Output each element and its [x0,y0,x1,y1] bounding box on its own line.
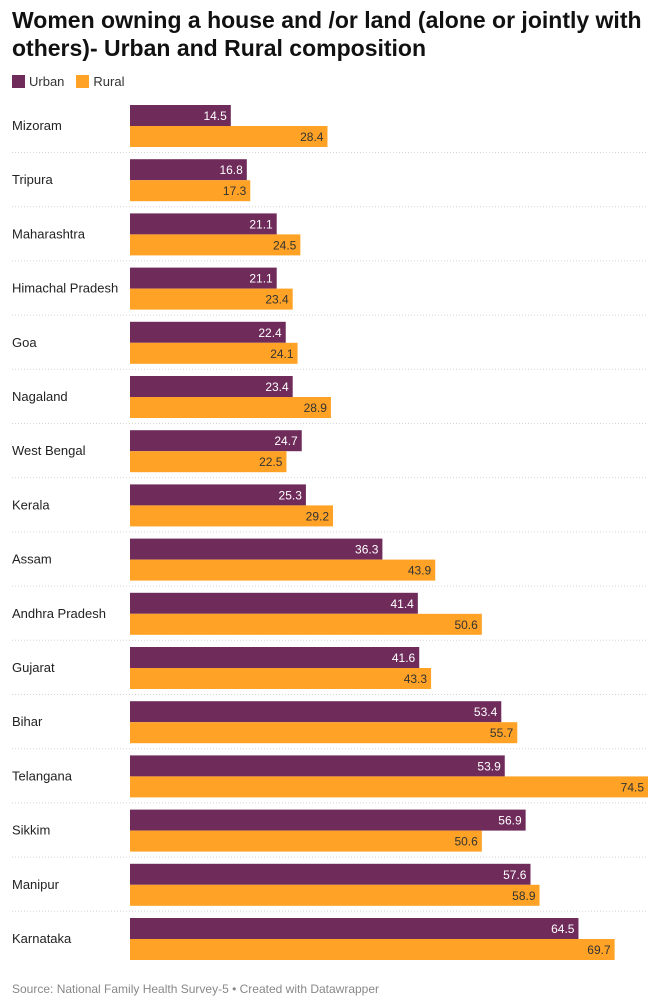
category-label-karnataka: Karnataka [12,931,72,946]
value-label-urban-gujarat: 41.6 [392,651,416,665]
bar-urban-manipur [130,863,531,885]
value-label-rural-karnataka: 69.7 [587,943,611,957]
bar-rural-andhra-pradesh [130,613,482,635]
bar-urban-mizoram [130,105,231,126]
value-label-rural-tripura: 17.3 [223,184,247,198]
bar-urban-kerala [130,484,306,506]
bar-urban-bihar [130,701,502,723]
value-label-rural-andhra-pradesh: 50.6 [454,618,478,632]
bar-rural-tripura [130,180,251,202]
bar-rural-west-bengal [130,451,287,473]
value-label-urban-mizoram: 14.5 [203,109,227,123]
value-label-rural-telangana: 74.5 [621,780,645,794]
bar-urban-himachal-pradesh [130,267,277,289]
value-label-rural-goa: 24.1 [270,347,294,361]
value-label-rural-kerala: 29.2 [306,509,330,523]
bar-urban-maharashtra [130,213,277,235]
bar-urban-karnataka [130,918,579,939]
bar-rural-goa [130,342,298,364]
category-label-manipur: Manipur [12,877,60,892]
value-label-urban-karnataka: 64.5 [551,922,575,936]
category-label-telangana: Telangana [12,768,73,783]
bar-rural-kerala [130,505,334,527]
bar-urban-sikkim [130,809,526,831]
bar-rural-gujarat [130,668,432,689]
value-label-rural-bihar: 55.7 [490,726,514,740]
value-label-urban-kerala: 25.3 [279,488,303,502]
bar-rural-telangana [130,776,648,798]
bar-urban-tripura [130,159,247,181]
value-label-urban-nagaland: 23.4 [265,380,289,394]
bar-rural-manipur [130,884,540,906]
value-label-urban-goa: 22.4 [258,326,282,340]
value-label-rural-himachal-pradesh: 23.4 [265,293,289,307]
category-label-andhra-pradesh: Andhra Pradesh [12,606,106,621]
category-label-sikkim: Sikkim [12,823,50,838]
bar-rural-karnataka [130,939,615,960]
value-label-rural-sikkim: 50.6 [454,835,478,849]
category-label-west-bengal: West Bengal [12,443,86,458]
value-label-urban-telangana: 53.9 [477,759,501,773]
value-label-rural-mizoram: 28.4 [300,130,324,144]
value-label-rural-maharashtra: 24.5 [273,238,297,252]
category-label-assam: Assam [12,552,52,567]
bar-urban-gujarat [130,647,420,668]
bar-urban-nagaland [130,376,293,397]
bar-urban-assam [130,538,383,560]
value-label-urban-himachal-pradesh: 21.1 [249,272,273,286]
value-label-urban-manipur: 57.6 [503,868,527,882]
category-label-kerala: Kerala [12,497,50,512]
value-label-rural-west-bengal: 22.5 [259,455,283,469]
bar-urban-goa [130,321,286,343]
bar-urban-west-bengal [130,430,302,452]
bar-rural-maharashtra [130,234,301,256]
bar-urban-telangana [130,755,505,777]
category-label-nagaland: Nagaland [12,389,68,404]
bar-rural-sikkim [130,830,482,852]
category-label-gujarat: Gujarat [12,660,55,675]
legend-label-urban: Urban [29,74,65,89]
category-label-himachal-pradesh: Himachal Pradesh [12,281,118,296]
value-label-urban-assam: 36.3 [355,543,379,557]
category-label-goa: Goa [12,335,37,350]
value-label-urban-tripura: 16.8 [219,163,243,177]
value-label-rural-gujarat: 43.3 [404,672,428,686]
value-label-rural-nagaland: 28.9 [304,401,328,415]
bar-urban-andhra-pradesh [130,592,418,614]
bar-rural-nagaland [130,397,331,418]
bar-rural-assam [130,559,436,581]
legend-swatch-urban [12,75,25,88]
category-label-tripura: Tripura [12,172,53,187]
legend: Urban Rural [12,74,137,89]
value-label-rural-assam: 43.9 [408,564,432,578]
source-note: Source: National Family Health Survey-5 … [12,982,380,996]
bar-rural-himachal-pradesh [130,288,293,310]
category-label-maharashtra: Maharashtra [12,226,86,241]
value-label-urban-maharashtra: 21.1 [249,217,273,231]
value-label-urban-west-bengal: 24.7 [274,434,298,448]
category-label-bihar: Bihar [12,714,43,729]
bar-rural-bihar [130,722,518,744]
value-label-rural-manipur: 58.9 [512,889,536,903]
legend-swatch-rural [76,75,90,88]
legend-item-rural: Rural [76,74,125,89]
legend-label-rural: Rural [93,74,125,89]
value-label-urban-sikkim: 56.9 [498,814,522,828]
bar-rural-mizoram [130,126,328,147]
value-label-urban-bihar: 53.4 [474,705,498,719]
legend-item-urban: Urban [12,74,64,89]
chart-title: Women owning a house and /or land (alone… [12,7,642,61]
category-label-mizoram: Mizoram [12,118,62,133]
value-label-urban-andhra-pradesh: 41.4 [390,597,414,611]
